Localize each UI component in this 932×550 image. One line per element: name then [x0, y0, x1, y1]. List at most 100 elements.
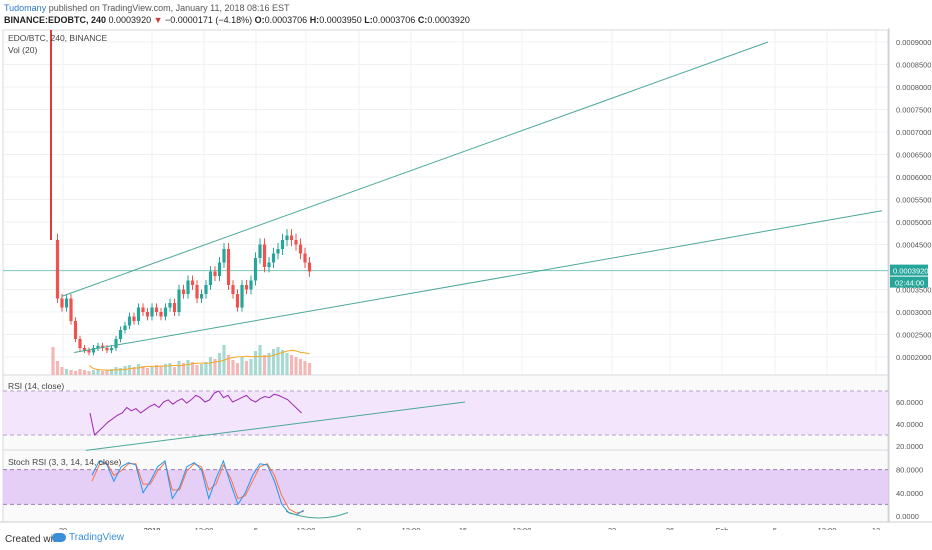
created-with-label: Created with — [5, 534, 62, 545]
close-value: 0.0003920 — [427, 15, 470, 25]
candle-body — [109, 348, 114, 351]
candle-body — [100, 345, 105, 348]
candle-body — [64, 298, 69, 308]
brand-label: TradingView — [69, 532, 125, 543]
time-tick-label: 2018 — [144, 526, 161, 530]
volume-bar — [258, 345, 262, 375]
chart-canvas[interactable]: 0.0009000 0.0008500 0.0008000 0.0007500 0.00… — [0, 28, 932, 530]
volume-bar — [244, 361, 249, 375]
price-tick-label: 0.0005500 — [896, 196, 931, 205]
volume-bar — [109, 369, 114, 375]
volume-bar — [51, 347, 55, 375]
volume-bar — [91, 370, 96, 375]
volume-bar — [55, 361, 60, 375]
ohlc-line: BINANCE:EDOBTC, 240 0.0003920 ▼ −0.00001… — [4, 15, 470, 25]
volume-bar — [64, 369, 69, 375]
rsi-tick-label: 40.0000 — [896, 420, 923, 429]
candle-body — [195, 285, 199, 299]
price-tick-label: 0.0006500 — [896, 151, 931, 160]
volume-bar — [186, 360, 190, 375]
volume-bar — [154, 365, 159, 375]
volume-bar — [249, 359, 253, 375]
volume-bar — [307, 363, 312, 375]
countdown-label: 02:44:00 — [895, 279, 924, 288]
volume-bar — [213, 359, 217, 375]
volume-bar — [253, 351, 258, 375]
stoch-tick-label: 80.0000 — [896, 466, 923, 475]
volume-bar — [145, 368, 150, 375]
candle-body — [96, 345, 100, 348]
candle-body — [177, 289, 181, 312]
time-tick-label: 8 — [357, 526, 361, 530]
lower-channel-line — [73, 210, 883, 353]
candle-body — [132, 316, 136, 321]
candle-body — [55, 240, 60, 299]
volume-bar — [294, 357, 298, 375]
price-tick-label: 0.0007500 — [896, 106, 931, 115]
volume-bar — [150, 367, 154, 375]
candle-body — [204, 285, 208, 294]
candle-body — [168, 303, 172, 308]
candle-body — [127, 316, 132, 326]
countdown-tag — [890, 276, 928, 288]
footer: Created with TradingView — [0, 530, 932, 550]
candle-body — [276, 249, 280, 254]
candle-body — [114, 339, 118, 348]
candle-body — [145, 312, 150, 317]
volume-bar — [195, 365, 199, 375]
candle-body — [235, 294, 240, 308]
volume-bar — [163, 364, 168, 375]
volume-bar — [159, 366, 163, 375]
time-tick-label: Feb — [716, 526, 729, 530]
candle-body — [141, 307, 145, 312]
candle-body — [285, 235, 289, 240]
candle-body — [258, 244, 262, 258]
current-price-label: 0.0003920 — [893, 267, 928, 276]
volume-bar — [199, 364, 204, 375]
volume-bar — [226, 355, 231, 375]
volume-bar — [204, 362, 208, 375]
stoch-tick-label: 40.0000 — [896, 489, 923, 498]
candle-body — [91, 348, 96, 353]
symbol-label: BINANCE:EDOBTC, 240 — [4, 15, 107, 25]
candles — [55, 229, 312, 356]
volume-bar — [127, 365, 132, 375]
author-link[interactable]: Tudomany — [4, 3, 47, 13]
candle-body — [244, 285, 249, 290]
candle-body — [154, 307, 159, 312]
time-tick-label: 15 — [459, 526, 467, 530]
volume-bar — [123, 366, 127, 375]
candle-body — [222, 249, 226, 263]
candle-body — [123, 325, 127, 330]
candle-body — [150, 307, 154, 317]
candle-body — [82, 348, 87, 351]
candle-body — [159, 312, 163, 317]
candle-body — [240, 285, 244, 308]
volume-bar — [289, 355, 294, 375]
candle-body — [262, 244, 267, 267]
volume-bar — [136, 364, 141, 375]
open-label: O: — [254, 15, 265, 25]
volume-bar — [190, 362, 195, 375]
volume-bar — [87, 371, 91, 375]
open-value: 0.0003706 — [264, 15, 308, 25]
candle-body — [208, 271, 213, 285]
time-tick-label: 5 — [254, 526, 258, 530]
volume-bar — [60, 367, 64, 375]
stoch-band — [3, 469, 888, 505]
time-tick-label: 22 — [608, 526, 616, 530]
price-tick-label: 0.0002000 — [896, 353, 931, 362]
publish-info: published on TradingView.com, January 11… — [48, 3, 290, 13]
candle-body — [294, 240, 298, 245]
candle-body — [249, 280, 253, 290]
volume-ma-line — [88, 349, 310, 371]
volume-bar — [105, 370, 109, 375]
volume-bar — [69, 370, 73, 375]
stoch-bottom-arc — [285, 510, 349, 519]
volume-bar — [208, 357, 213, 375]
candle-body — [217, 262, 222, 276]
volume-bar — [78, 369, 82, 375]
stoch-tick-label: 0.0000 — [896, 512, 919, 521]
close-label: C: — [417, 15, 428, 25]
tradingview-logo[interactable]: TradingView — [52, 532, 124, 543]
